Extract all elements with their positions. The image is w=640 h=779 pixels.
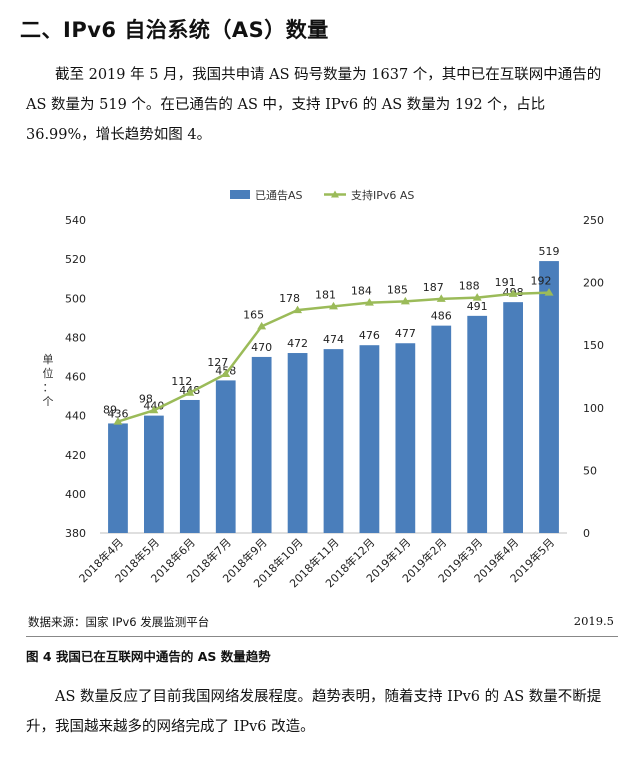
bar-value-label: 474 bbox=[323, 333, 344, 346]
line-value-label: 112 bbox=[171, 375, 192, 388]
y-right-tick-label: 250 bbox=[583, 214, 604, 227]
bar bbox=[431, 325, 452, 533]
line-marker bbox=[185, 388, 195, 396]
bar bbox=[287, 353, 308, 533]
bar-value-label: 476 bbox=[359, 329, 380, 342]
line-marker bbox=[400, 296, 410, 305]
data-source: 数据来源：国家 IPv6 发展监测平台 bbox=[28, 615, 210, 629]
legend-swatch-bar bbox=[230, 190, 250, 199]
bar bbox=[503, 302, 523, 533]
y-left-tick-label: 380 bbox=[65, 527, 86, 540]
line-marker bbox=[508, 289, 518, 297]
divider bbox=[26, 636, 618, 637]
y-axis-label-char: 单 bbox=[43, 353, 54, 366]
line-value-label: 185 bbox=[387, 283, 408, 296]
intro-paragraph: 截至 2019 年 5 月，我国共申请 AS 码号数量为 1637 个，其中已在… bbox=[26, 67, 602, 143]
line-marker bbox=[436, 294, 446, 302]
bar bbox=[467, 315, 488, 533]
y-right-tick-label: 150 bbox=[583, 339, 604, 352]
line-marker bbox=[364, 298, 374, 306]
line-marker bbox=[544, 288, 554, 296]
legend-label-bar: 已通告AS bbox=[255, 189, 303, 202]
line-value-label: 192 bbox=[531, 275, 552, 288]
bar bbox=[179, 399, 200, 533]
line-marker bbox=[293, 305, 303, 314]
y-left-tick-label: 500 bbox=[65, 292, 86, 305]
line-value-label: 191 bbox=[495, 276, 516, 289]
line-marker bbox=[113, 417, 123, 425]
section-heading: 二、IPv6 自治系统（AS）数量 bbox=[20, 18, 329, 42]
y-right-tick-label: 100 bbox=[583, 402, 604, 415]
bar-value-label: 486 bbox=[431, 310, 452, 323]
bar bbox=[251, 356, 272, 533]
y-left-tick-label: 480 bbox=[65, 331, 86, 344]
y-left-tick-label: 520 bbox=[65, 253, 86, 266]
bar bbox=[144, 415, 164, 533]
figure-caption: 图 4 我国已在互联网中通告的 AS 数量趋势 bbox=[26, 649, 271, 664]
line-value-label: 181 bbox=[315, 288, 336, 301]
y-left-tick-label: 460 bbox=[65, 371, 86, 384]
line-value-label: 187 bbox=[423, 281, 444, 294]
y-axis-label-char: 个 bbox=[43, 395, 54, 408]
y-left-tick-label: 540 bbox=[65, 214, 86, 227]
conclusion-paragraph: AS 数量反应了目前我国网络发展程度。趋势表明，随着支持 IPv6 的 AS 数… bbox=[26, 689, 602, 735]
line-value-label: 165 bbox=[243, 308, 264, 321]
line-marker bbox=[257, 321, 267, 330]
bar bbox=[323, 349, 344, 533]
y-right-tick-label: 0 bbox=[583, 527, 590, 540]
bar bbox=[395, 343, 416, 533]
bar-value-label: 472 bbox=[287, 337, 308, 350]
line-marker bbox=[149, 405, 159, 414]
bar-value-label: 436 bbox=[107, 407, 128, 420]
as-trend-chart: 已通告AS 支持IPv6 AS38040042044046048050052054… bbox=[43, 188, 605, 590]
line-value-label: 127 bbox=[207, 356, 228, 369]
y-axis-label-char: ： bbox=[43, 381, 54, 394]
line-value-label: 98 bbox=[139, 392, 153, 405]
source-date: 2019.5 bbox=[573, 614, 614, 628]
line-marker bbox=[329, 301, 338, 310]
line-marker bbox=[472, 293, 482, 301]
y-left-tick-label: 420 bbox=[65, 449, 86, 462]
bar bbox=[108, 423, 128, 533]
bar-value-label: 470 bbox=[251, 341, 272, 354]
bar-value-label: 519 bbox=[539, 245, 560, 258]
line-value-label: 188 bbox=[459, 280, 480, 293]
bar bbox=[359, 345, 380, 533]
bar-value-label: 491 bbox=[467, 300, 488, 313]
legend-label-line: 支持IPv6 AS bbox=[351, 188, 414, 202]
line-marker bbox=[221, 369, 231, 377]
line-value-label: 178 bbox=[279, 292, 300, 305]
y-axis-label-char: 位 bbox=[43, 366, 54, 380]
y-left-tick-label: 440 bbox=[65, 410, 86, 423]
y-right-tick-label: 200 bbox=[583, 277, 604, 290]
legend-marker-line bbox=[331, 190, 339, 198]
y-left-tick-label: 400 bbox=[65, 488, 86, 501]
y-right-tick-label: 50 bbox=[583, 464, 597, 477]
line-value-label: 184 bbox=[351, 285, 372, 298]
bar-value-label: 477 bbox=[395, 327, 416, 340]
line-value-label: 89 bbox=[103, 404, 117, 417]
bar bbox=[215, 380, 236, 533]
bar bbox=[539, 261, 559, 533]
